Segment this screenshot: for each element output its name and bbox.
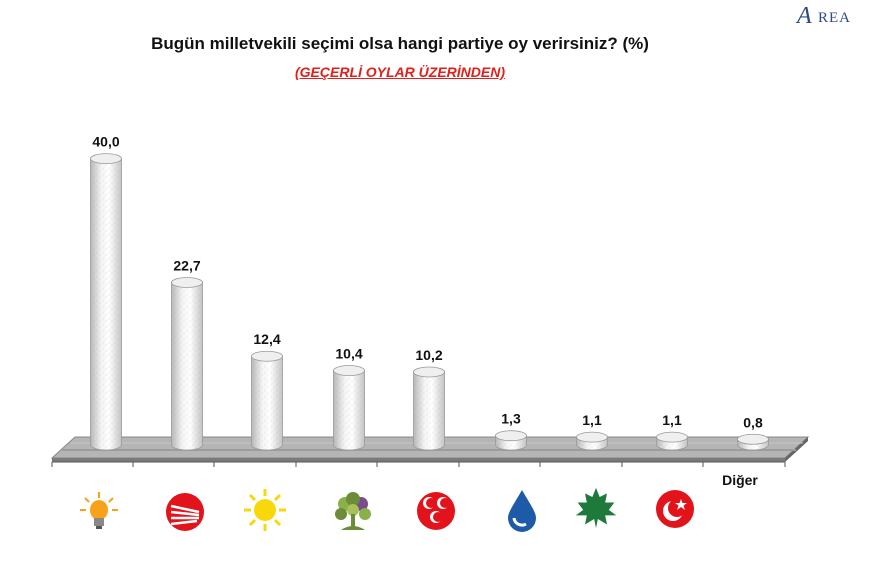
logo-letter-a: A [797,3,812,29]
bar [737,433,769,451]
bar-cap [737,433,769,445]
tree-icon [335,492,371,530]
bars [90,153,769,451]
bar [495,430,527,451]
value-labels: 40,0 22,7 12,4 10,4 10,2 1,3 1,1 1,1 0,8 [92,134,763,431]
bar-cap [333,365,365,376]
bar [171,277,203,451]
bar [333,365,365,451]
bar-texture [413,371,445,450]
bar-cap [576,431,608,443]
category-label-diger: Diğer [722,472,758,488]
value-label: 1,3 [501,411,521,427]
bar-cap [90,153,122,165]
value-label: 40,0 [92,134,119,150]
bar-cap [413,366,445,378]
bar-texture [90,158,122,450]
value-label: 1,1 [582,412,602,428]
sun-icon [244,489,286,531]
area-logo: A REA [797,3,877,29]
logo-letters-rea: REA [818,10,851,26]
bar [576,431,608,451]
bar [90,153,122,451]
bar-texture [333,370,365,450]
chp-arrows-icon [166,493,204,531]
bar-cap [171,277,203,288]
bar [656,431,688,451]
value-label: 0,8 [743,414,763,430]
value-label: 22,7 [173,257,200,273]
value-label: 12,4 [253,331,280,347]
bar-texture [251,356,283,450]
bar [251,350,283,451]
value-label: 10,4 [335,346,362,362]
lightbulb-icon [80,492,118,529]
water-drop-icon [508,490,536,532]
crescents-icon [417,492,455,530]
bar-cap [656,431,688,443]
chart-title: Bugün milletvekili seçimi olsa hangi par… [151,34,649,53]
floor-front [52,458,785,462]
bar-texture [171,282,203,450]
bar-cap [251,350,283,362]
value-label: 10,2 [415,347,442,363]
bar [413,366,445,451]
value-label: 1,1 [662,412,682,428]
moon-star-icon [656,490,694,528]
bar-cap [495,430,527,442]
chart-subtitle: (GEÇERLİ OYLAR ÜZERİNDEN) [295,64,505,80]
leaf-icon [575,487,617,529]
